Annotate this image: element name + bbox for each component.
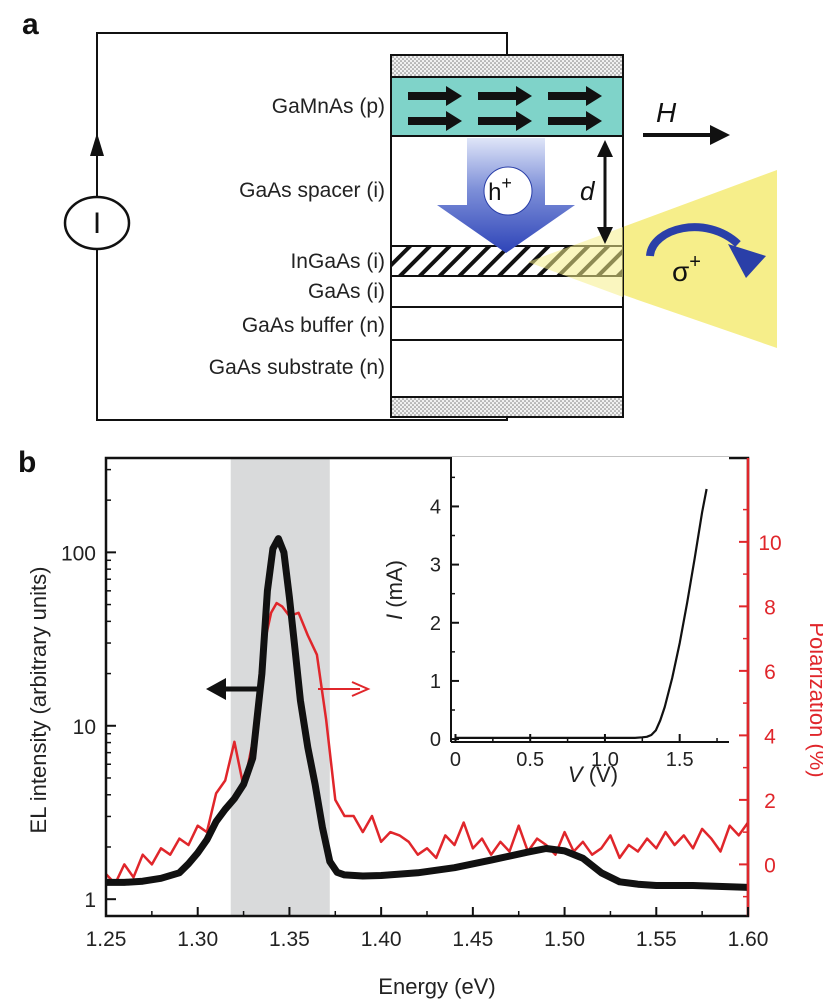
x-tick-label: 1.25 bbox=[86, 928, 127, 951]
inset-x-tick-label: 1.5 bbox=[666, 749, 694, 771]
distance-arrowhead-top bbox=[597, 140, 613, 157]
inset-y-tick-label: 0 bbox=[430, 729, 441, 751]
x-tick-label: 1.60 bbox=[728, 928, 769, 951]
gaas-substrate-layer bbox=[390, 339, 624, 398]
el-axis-pointer-head bbox=[206, 678, 226, 700]
circular-polarization-arrow bbox=[646, 223, 741, 257]
hole-circle bbox=[483, 166, 533, 216]
x-tick-label: 1.45 bbox=[452, 928, 493, 951]
main-axes: 1.25 1.30 1.35 1.40 1.45 1.50 1.55 1.6011010002… bbox=[26, 468, 823, 999]
y-axis-title: EL intensity (arbitrary units) bbox=[26, 567, 51, 834]
magnetization-arrows bbox=[408, 86, 602, 131]
x-tick-label: 1.30 bbox=[177, 928, 218, 951]
el-intensity-series-line bbox=[106, 535, 748, 891]
inset-y-tick-label: 2 bbox=[430, 613, 441, 635]
y2-tick-label: 4 bbox=[764, 725, 776, 748]
panel-a: a I bbox=[22, 8, 777, 421]
bottom-contact bbox=[390, 396, 624, 418]
field-label: H bbox=[656, 97, 677, 128]
y-tick-label: 1 bbox=[84, 889, 96, 912]
distance-label: d bbox=[580, 176, 596, 206]
emission-cone bbox=[528, 170, 777, 348]
x-tick-label: 1.35 bbox=[269, 928, 310, 951]
inset-x-tick-label: 1.0 bbox=[591, 749, 619, 771]
panel-b: b 1.25 1.30 1.35 1.40 1.45 1.50 1.55 1.60110100… bbox=[18, 446, 823, 999]
inset-background bbox=[451, 457, 729, 742]
main-plot-marks bbox=[106, 535, 748, 891]
layer-label-gaas-buffer: GaAs buffer (n) bbox=[242, 314, 385, 337]
x-axis-title: Energy (eV) bbox=[378, 974, 495, 999]
polarization-axis-pointer-head bbox=[351, 681, 371, 697]
current-direction-arrowhead bbox=[90, 133, 104, 156]
layer-label-gaas-spacer: GaAs spacer (i) bbox=[239, 179, 385, 202]
x-tick-label: 1.55 bbox=[636, 928, 677, 951]
layer-label-ingaas: InGaAs (i) bbox=[290, 250, 385, 273]
panel-a-letter: a bbox=[22, 8, 39, 41]
polarization-series-line bbox=[106, 601, 748, 885]
circular-polarization-arrowhead bbox=[728, 244, 766, 278]
inset-y-tick-label: 3 bbox=[430, 555, 441, 577]
y2-tick-label: 6 bbox=[764, 661, 776, 684]
inset-x-axis-title: V (V) bbox=[568, 762, 618, 787]
current-source-label: I bbox=[93, 207, 101, 240]
y2-tick-label: 2 bbox=[764, 790, 776, 813]
y2-tick-label: 8 bbox=[764, 596, 776, 619]
panel-b-letter: b bbox=[18, 446, 36, 479]
emission-label: σ+ bbox=[672, 251, 701, 287]
hole-label: h+ bbox=[488, 173, 512, 206]
inset-y-tick-label: 1 bbox=[430, 671, 441, 693]
inset-y-axis-title: I (mA) bbox=[382, 560, 407, 620]
distance-arrowhead-bottom bbox=[597, 227, 613, 244]
layer-label-gaas-i: GaAs (i) bbox=[308, 280, 385, 303]
current-source bbox=[63, 195, 131, 251]
x-tick-label: 1.50 bbox=[544, 928, 585, 951]
inset-x-tick-label: 0 bbox=[450, 749, 461, 771]
top-contact bbox=[390, 54, 624, 78]
inset-x-tick-label: 0.5 bbox=[516, 749, 544, 771]
layer-label-gamnas: GaMnAs (p) bbox=[272, 95, 385, 118]
inset-plot-marks bbox=[455, 488, 708, 740]
y2-axis-title: Polarization (%) bbox=[805, 622, 823, 777]
y-tick-label: 10 bbox=[73, 716, 96, 739]
emission-overlap bbox=[528, 227, 623, 297]
iv-curve-line bbox=[455, 488, 708, 740]
inset-y-tick-label: 4 bbox=[430, 496, 441, 518]
y-tick-label: 100 bbox=[61, 542, 96, 565]
inset-axes: 0 0.5 1.0 1.5 0 1 2 3 4 V (V) I (mA) bbox=[382, 476, 718, 787]
field-arrowhead bbox=[710, 125, 730, 145]
y2-tick-label: 0 bbox=[764, 854, 776, 877]
layer-label-gaas-substrate: GaAs substrate (n) bbox=[209, 356, 385, 379]
y2-tick-label: 10 bbox=[758, 532, 781, 555]
gaas-buffer-layer bbox=[390, 306, 624, 341]
x-tick-label: 1.40 bbox=[361, 928, 402, 951]
